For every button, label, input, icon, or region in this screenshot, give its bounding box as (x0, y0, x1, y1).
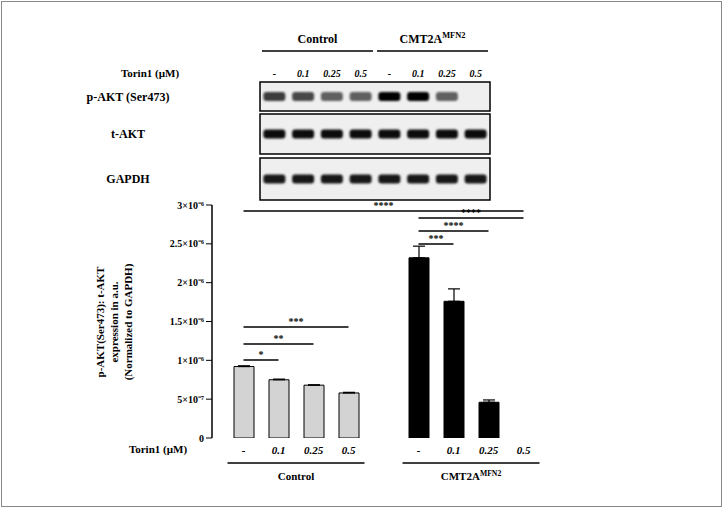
svg-text:CMT2AMFN2: CMT2AMFN2 (400, 31, 466, 46)
svg-text:****: **** (461, 207, 481, 218)
svg-text:Torin1 (µM): Torin1 (µM) (129, 443, 188, 456)
svg-text:****: **** (444, 220, 464, 231)
svg-text:t-AKT: t-AKT (111, 127, 145, 141)
svg-text:2.5×10⁻⁶: 2.5×10⁻⁶ (170, 238, 204, 249)
svg-text:expression in a.u.: expression in a.u. (108, 281, 120, 362)
svg-text:-: - (417, 444, 421, 456)
svg-text:0.1: 0.1 (447, 444, 461, 456)
svg-text:0.25: 0.25 (304, 444, 324, 456)
svg-text:0.5: 0.5 (517, 444, 531, 456)
svg-text:2×10⁻⁶: 2×10⁻⁶ (177, 277, 204, 288)
svg-text:0.25: 0.25 (323, 68, 341, 79)
svg-text:5×10⁻⁷: 5×10⁻⁷ (177, 394, 204, 405)
svg-text:0.5: 0.5 (354, 68, 367, 79)
svg-text:****: **** (374, 200, 394, 211)
svg-text:0.25: 0.25 (479, 444, 499, 456)
svg-text:(Normalized to GAPDH): (Normalized to GAPDH) (122, 263, 135, 380)
svg-text:-: - (242, 444, 246, 456)
svg-text:GAPDH: GAPDH (106, 172, 150, 186)
svg-text:***: *** (289, 316, 304, 327)
svg-text:0: 0 (199, 433, 204, 444)
svg-text:0.1: 0.1 (297, 68, 310, 79)
svg-text:**: ** (274, 333, 284, 344)
svg-text:CMT2AMFN2: CMT2AMFN2 (441, 469, 502, 482)
svg-text:-: - (388, 68, 391, 79)
svg-text:1×10⁻⁶: 1×10⁻⁶ (177, 355, 204, 366)
svg-text:-: - (273, 68, 276, 79)
svg-text:***: *** (429, 233, 444, 244)
svg-text:Control: Control (298, 32, 338, 46)
svg-text:*: * (259, 349, 264, 360)
svg-text:0.5: 0.5 (342, 444, 356, 456)
svg-text:p-AKT (Ser473): p-AKT (Ser473) (87, 90, 170, 104)
svg-text:p-AKT(Ser473): t-AKT: p-AKT(Ser473): t-AKT (94, 266, 107, 378)
svg-text:3×10⁻⁶: 3×10⁻⁶ (177, 200, 204, 211)
svg-text:0.25: 0.25 (438, 68, 456, 79)
svg-text:0.1: 0.1 (272, 444, 286, 456)
svg-text:Control: Control (278, 470, 314, 482)
svg-text:0.5: 0.5 (469, 68, 482, 79)
svg-text:Torin1 (µM): Torin1 (µM) (121, 67, 180, 80)
svg-text:0.1: 0.1 (412, 68, 425, 79)
svg-text:1.5×10⁻⁶: 1.5×10⁻⁶ (170, 316, 204, 327)
